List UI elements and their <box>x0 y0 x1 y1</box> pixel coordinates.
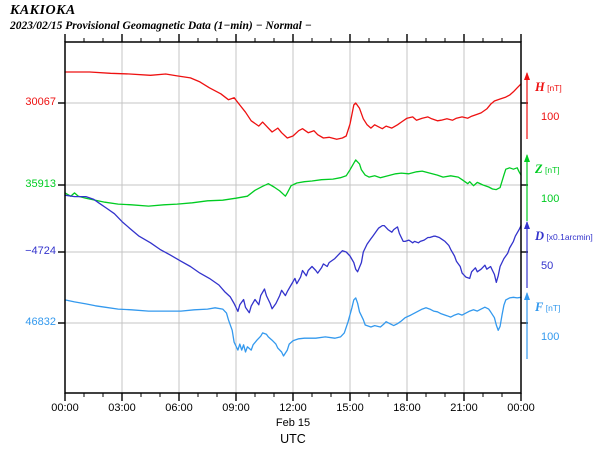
baseline-value-D: −4724 <box>25 245 56 257</box>
station-name: KAKIOKA <box>10 3 76 18</box>
series-label-Z: Z [nT] <box>535 163 560 177</box>
scale-arrowhead-Z <box>524 154 530 162</box>
x-tick-label: 21:00 <box>450 402 478 414</box>
baseline-value-Z: 35913 <box>25 178 56 190</box>
x-tick-label: 06:00 <box>165 402 193 414</box>
trace-F <box>64 296 522 357</box>
series-letter-H: H <box>535 80 545 94</box>
series-label-F: F [nT] <box>535 301 560 315</box>
x-tick-label: 15:00 <box>336 402 364 414</box>
series-label-D: D [x0.1arcmin] <box>535 230 593 244</box>
series-letter-F: F <box>535 300 544 314</box>
series-letter-Z: Z <box>535 162 543 176</box>
series-unit-F: [nT] <box>543 303 561 313</box>
series-label-H: H [nT] <box>535 81 562 95</box>
x-tick-label: 09:00 <box>222 402 250 414</box>
trace-H <box>64 71 522 140</box>
series-letter-D: D <box>535 229 545 243</box>
scale-arrowhead-D <box>524 221 530 229</box>
date-label: Feb 15 <box>275 417 311 429</box>
x-tick-label: 00:00 <box>507 402 535 414</box>
scale-arrowhead-H <box>524 72 530 80</box>
x-tick-label: 00:00 <box>51 402 79 414</box>
x-tick-label: 03:00 <box>108 402 136 414</box>
x-tick-label: 18:00 <box>393 402 421 414</box>
x-tick-label: 12:00 <box>279 402 307 414</box>
series-unit-Z: [nT] <box>542 165 560 175</box>
scale-value-F: 100 <box>541 331 560 343</box>
baseline-value-F: 46832 <box>25 316 56 328</box>
scale-value-Z: 100 <box>541 193 560 205</box>
chart-subtitle: 2023/02/15 Provisional Geomagnetic Data … <box>10 20 312 32</box>
series-unit-H: [nT] <box>544 83 562 93</box>
baseline-value-H: 30067 <box>25 96 56 108</box>
scale-value-H: 100 <box>541 111 560 123</box>
trace-Z <box>64 159 522 207</box>
series-unit-D: [x0.1arcmin] <box>544 232 593 242</box>
time-axis-unit-label: UTC <box>280 432 306 446</box>
scale-arrowhead-F <box>524 292 530 300</box>
scale-value-D: 50 <box>541 260 554 272</box>
trace-D <box>64 194 522 314</box>
